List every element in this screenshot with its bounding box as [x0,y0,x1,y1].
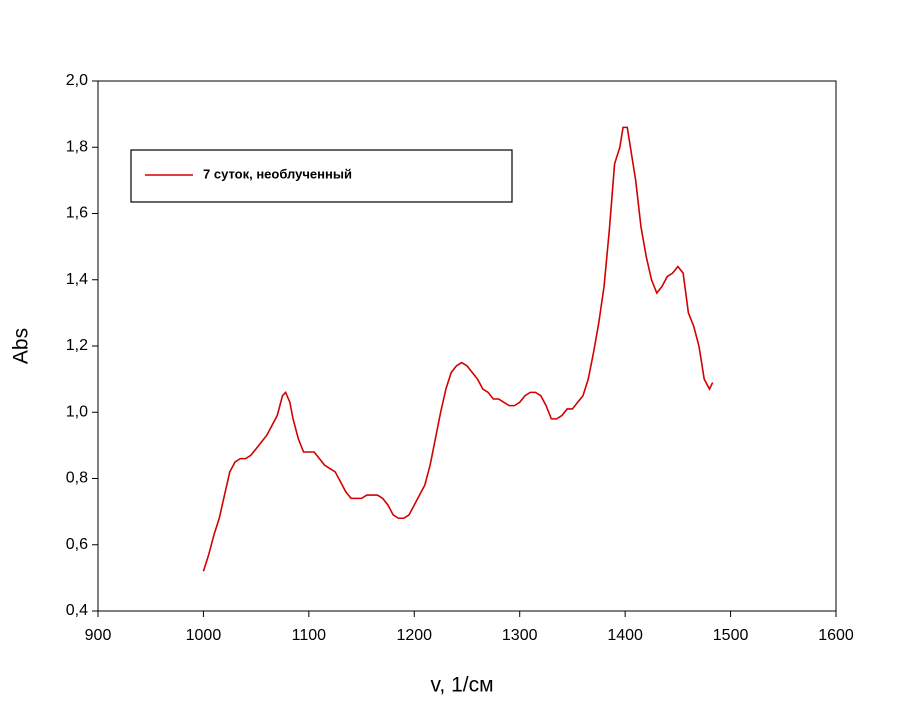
y-tick-label: 1,2 [66,337,88,354]
x-tick-label: 1200 [396,627,432,644]
y-tick-label: 1,0 [66,403,88,420]
x-tick-label: 900 [85,627,112,644]
x-tick-label: 1400 [607,627,643,644]
x-tick-label: 1100 [292,627,327,644]
x-tick-label: 1000 [186,627,222,644]
x-tick-label: 1300 [502,627,538,644]
y-axis-title: Abs [10,328,33,364]
x-tick-label: 1600 [818,627,854,644]
y-tick-label: 2,0 [66,72,88,89]
y-tick-label: 1,4 [66,271,88,288]
data-line [202,126,714,572]
x-tick-label: 1500 [713,627,749,644]
x-axis-title: v, 1/см [430,674,493,697]
legend-label: 7 суток, необлученный [203,166,352,181]
y-tick-label: 0,4 [66,602,88,619]
y-tick-label: 1,8 [66,138,88,155]
y-tick-label: 0,6 [66,536,88,553]
y-tick-label: 1,6 [66,205,88,222]
legend-box [130,149,513,203]
y-tick-label: 0,8 [66,470,88,487]
